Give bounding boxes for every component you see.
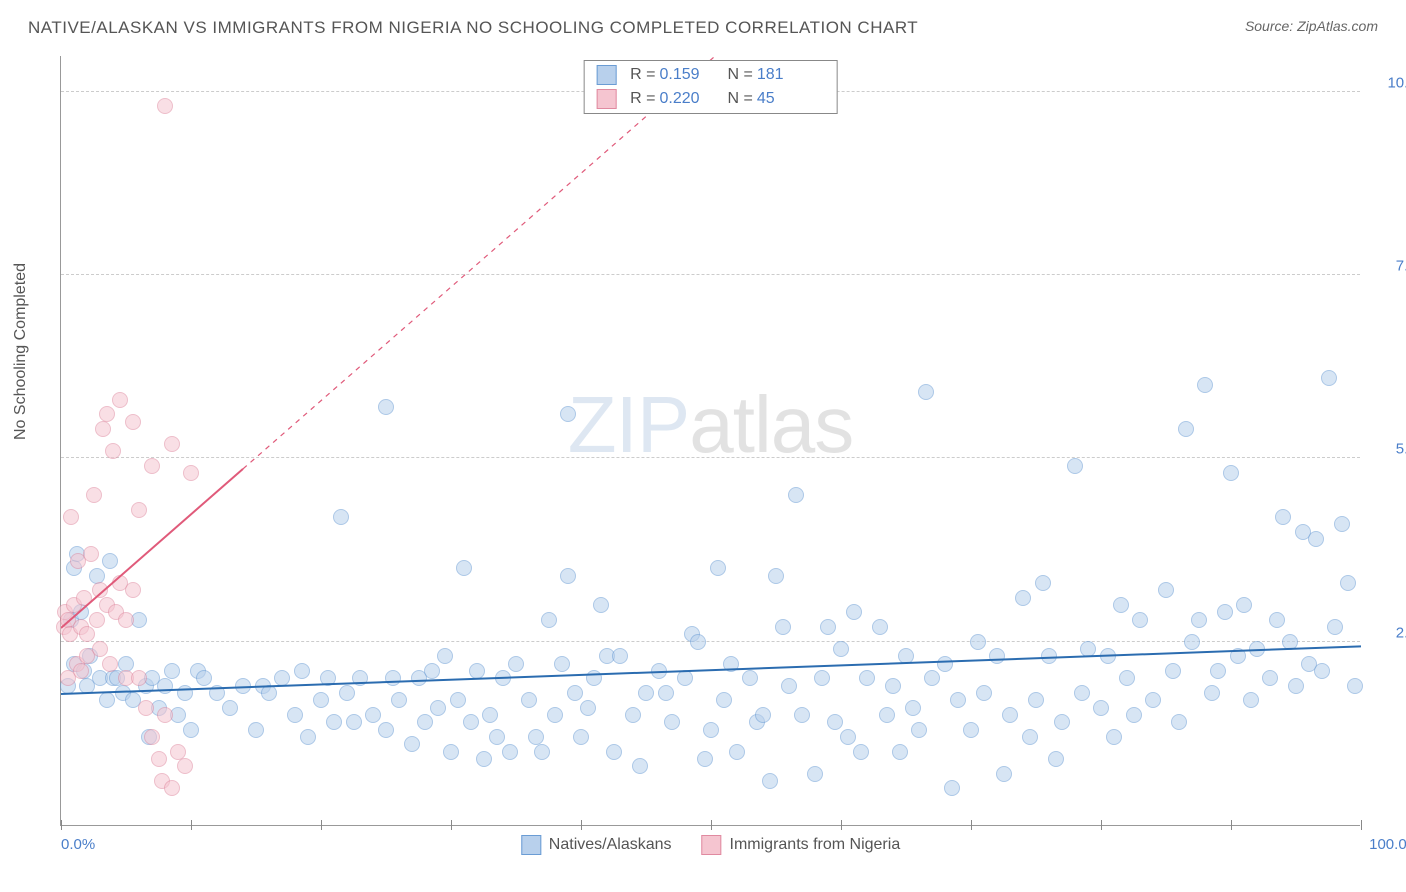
legend-item-series-1: Immigrants from Nigeria (702, 835, 901, 855)
y-tick-label: 2.5% (1370, 624, 1406, 641)
legend-label-series-1: Immigrants from Nigeria (730, 836, 901, 854)
x-axis-max-label: 100.0% (1369, 836, 1406, 853)
trend-line-blue (61, 646, 1361, 694)
legend-n-label-1: N = (728, 90, 753, 108)
y-tick-label: 5.0% (1370, 441, 1406, 458)
y-tick-label: 7.5% (1370, 258, 1406, 275)
legend-row-series-1: R = 0.220 N = 45 (584, 87, 837, 111)
chart-plot-area: ZIPatlas R = 0.159 N = 181 R = 0.220 N =… (60, 56, 1360, 826)
legend-n-value-0: 181 (757, 66, 807, 84)
legend-r-label-1: R = (630, 90, 655, 108)
source-value: ZipAtlas.com (1297, 18, 1378, 34)
legend-r-value-0: 0.159 (660, 66, 710, 84)
legend-item-series-0: Natives/Alaskans (521, 835, 672, 855)
legend-swatch-pink (596, 89, 616, 109)
source-label: Source: (1245, 18, 1293, 34)
legend-swatch-pink-bottom (702, 835, 722, 855)
x-tick (1361, 820, 1362, 830)
chart-title: NATIVE/ALASKAN VS IMMIGRANTS FROM NIGERI… (28, 18, 918, 38)
legend-swatch-blue (596, 65, 616, 85)
legend-n-label-0: N = (728, 66, 753, 84)
x-axis-min-label: 0.0% (61, 836, 95, 853)
trend-lines-layer (61, 56, 1361, 826)
trend-line-pink-dashed (243, 56, 715, 469)
legend-series-names: Natives/Alaskans Immigrants from Nigeria (521, 835, 900, 855)
legend-r-value-1: 0.220 (660, 90, 710, 108)
legend-label-series-0: Natives/Alaskans (549, 836, 672, 854)
legend-row-series-0: R = 0.159 N = 181 (584, 63, 837, 87)
legend-swatch-blue-bottom (521, 835, 541, 855)
trend-line-pink-solid (61, 469, 243, 628)
y-tick-label: 10.0% (1370, 74, 1406, 91)
legend-correlation-box: R = 0.159 N = 181 R = 0.220 N = 45 (583, 60, 838, 114)
legend-r-label-0: R = (630, 66, 655, 84)
source-attribution: Source: ZipAtlas.com (1245, 18, 1378, 34)
y-axis-label: No Schooling Completed (12, 263, 30, 440)
legend-n-value-1: 45 (757, 90, 807, 108)
